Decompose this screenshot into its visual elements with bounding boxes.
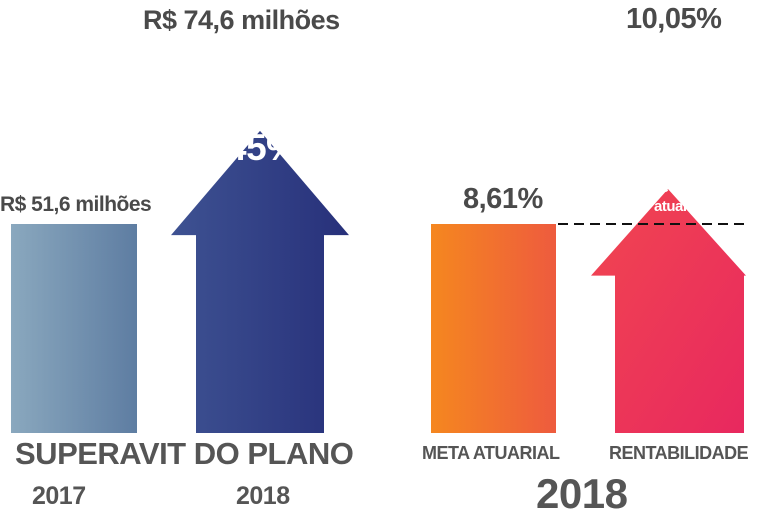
gain-value-label: 1,33% — [628, 111, 734, 153]
tick-label-meta: META ATUARIAL — [422, 443, 560, 463]
value-label-meta: 8,61% — [463, 183, 543, 215]
value-label-2018: R$ 74,6 milhões — [143, 5, 340, 35]
value-label-2017: R$ 51,6 milhões — [0, 193, 152, 216]
chart-title-superavit: SUPERAVIT DO PLANO — [15, 436, 354, 471]
chart-title-year: 2018 — [536, 470, 628, 517]
tick-label-2017: 2017 — [32, 482, 86, 510]
tick-label-rentabilidade: RENTABILIDADE — [609, 443, 749, 463]
arrow-bar-rentabilidade — [591, 189, 746, 433]
value-label-rentabilidade: 10,05% — [626, 3, 722, 35]
arrow-bar-2018 — [171, 130, 349, 434]
gain-caption-line-2: técnico — [656, 179, 706, 196]
bar-meta-atuarial — [431, 224, 556, 433]
growth-label: 45% — [226, 127, 299, 168]
gain-caption-line-3: atuarial — [654, 198, 704, 215]
tick-label-2018: 2018 — [236, 482, 290, 510]
bar-2017 — [11, 224, 137, 433]
gain-caption-line-1: Ganho — [653, 160, 699, 177]
